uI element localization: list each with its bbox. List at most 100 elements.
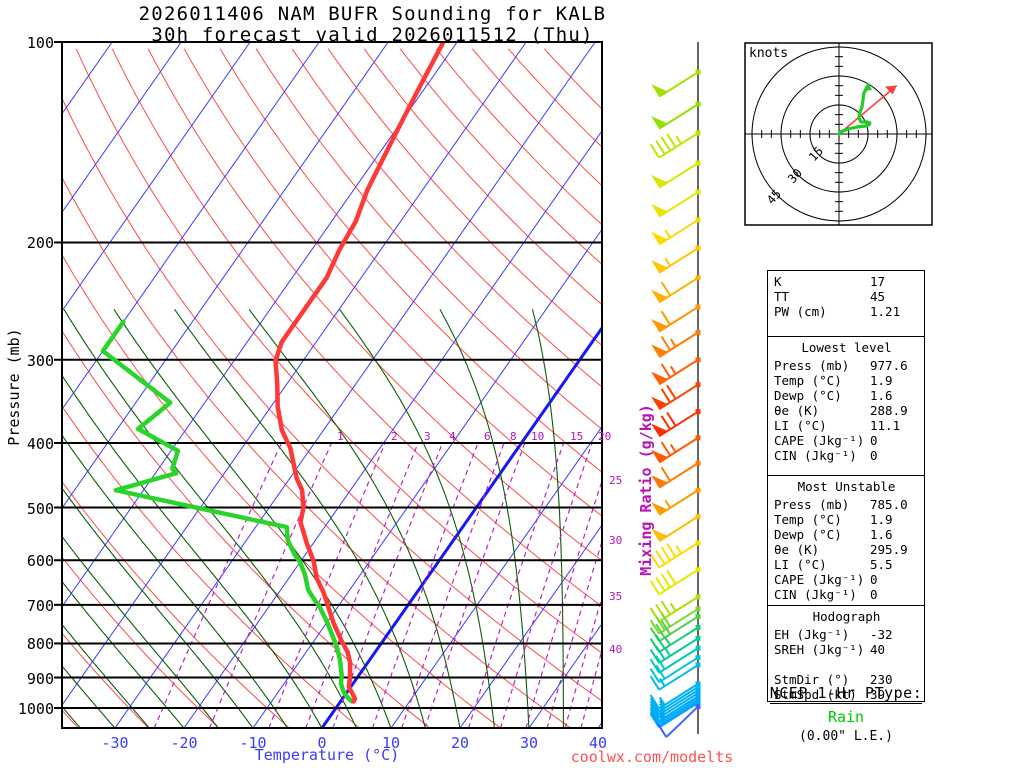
indices-row: θe (K) 288.9 [774, 403, 919, 418]
indices-row-value: 288.9 [870, 403, 908, 418]
indices-row: CAPE (Jkg⁻¹) 0 [774, 572, 919, 587]
indices-row-value: 1.9 [870, 373, 893, 388]
indices-row: Press (mb) 977.6 [774, 358, 919, 373]
indices-row-value: 0 [870, 572, 878, 587]
indices-row-label: K [774, 274, 782, 289]
indices-row-value: 230 [870, 672, 893, 687]
plot-border [61, 41, 603, 729]
mixing-ratio-right-tick-label: 25 [609, 474, 623, 487]
wind-barb-column [649, 42, 701, 738]
indices-row: SREH (Jkg⁻¹) 40 [774, 642, 919, 657]
temperature-tick-label: 10 [381, 734, 401, 752]
indices-row: θe (K) 295.9 [774, 542, 919, 557]
indices-row-value: 1.6 [870, 527, 893, 542]
storm-motion-vector [838, 84, 898, 135]
hodograph-trace [837, 86, 872, 136]
hodograph-units-label: knots [749, 46, 789, 61]
mixing-ratio-tick-label: 10 [531, 430, 545, 443]
indices-row: LI (°C) 5.5 [774, 557, 919, 572]
indices-row: LI (°C) 11.1 [774, 418, 919, 433]
indices-row-label: Temp (°C) [774, 512, 842, 527]
wind-barb [651, 160, 701, 189]
wind-barb [651, 245, 701, 274]
wind-barb [651, 435, 701, 464]
wind-barb [649, 662, 701, 691]
wind-barb [651, 329, 701, 358]
hodograph-trace-arrowhead [863, 81, 873, 91]
wind-barb [649, 635, 701, 664]
mixing-ratio-tick-label: 8 [510, 430, 517, 443]
temperature-axis-label: Temperature (°C) [254, 746, 400, 764]
mixing-ratio-right-tick-label: 30 [609, 534, 623, 547]
temperature-tick-label: 30 [519, 734, 539, 752]
mixing-ratio-tick-label: 20 [598, 430, 612, 443]
indices-row-label: Press (mb) [774, 358, 850, 373]
indices-row-value: 977.6 [870, 358, 908, 373]
indices-row-value: 1.9 [870, 512, 893, 527]
indices-section: K 17 TT 45 PW (cm) 1.21 [768, 271, 924, 336]
indices-row-label: Press (mb) [774, 497, 850, 512]
wind-barb [649, 681, 701, 710]
temperature-tick-label: 0 [317, 734, 327, 752]
pressure-tick-label: 200 [26, 234, 54, 252]
temperature-tick-label: 20 [450, 734, 470, 752]
indices-row-value: 5.5 [870, 557, 893, 572]
indices-row-label: StmDir (°) [774, 672, 850, 687]
mixing-ratio-axis-label: Mixing Ratio (g/kg) [637, 404, 655, 576]
indices-row-label: LI (°C) [774, 557, 827, 572]
mixing-ratio-right-tick-label: 35 [609, 590, 623, 603]
indices-row-value: 0 [870, 433, 878, 448]
indices-row: PW (cm) 1.21 [774, 304, 919, 319]
wind-barb [649, 655, 701, 684]
wind-barb [649, 567, 701, 596]
wind-barb [649, 606, 701, 635]
indices-section: Hodograph EH (Jkg⁻¹) -32 SREH (Jkg⁻¹) 40 StmD… [768, 605, 924, 702]
wind-barb [649, 540, 701, 569]
isotherms [62, 42, 602, 728]
indices-row-label: CIN (Jkg⁻¹) [774, 448, 857, 463]
indices-row: EH (Jkg⁻¹) -32 [774, 627, 919, 642]
indices-row-label: θe (K) [774, 542, 820, 557]
indices-row: K 17 [774, 274, 919, 289]
indices-row-label: StmSpd (kt) [774, 687, 857, 702]
indices-row-label: Dewp (°C) [774, 527, 842, 542]
indices-row: CAPE (Jkg⁻¹) 0 [774, 433, 919, 448]
indices-section: Most Unstable Press (mb) 785.0 Temp (°C) 1.9… [768, 475, 924, 605]
chart-title-line1: 2026011406 NAM BUFR Sounding for KALB [138, 3, 607, 25]
pressure-tick-label: 600 [26, 552, 54, 570]
moist-adiabats [62, 308, 564, 728]
pressure-tick-label: 800 [26, 635, 54, 653]
temperature-tick-label: 40 [588, 734, 608, 752]
mixing-ratio-tick-label: 6 [484, 430, 491, 443]
mixing-ratio-tick-label: 3 [424, 430, 431, 443]
chart-title-line2: 30h forecast valid 2026011512 (Thu) [151, 24, 594, 46]
wind-barb [651, 409, 701, 438]
indices-row-label: PW (cm) [774, 304, 827, 319]
indices-row: TT 45 [774, 289, 919, 304]
pressure-tick-label: 400 [26, 435, 54, 453]
indices-row-value: 1.21 [870, 304, 901, 319]
indices-row: Temp (°C) 1.9 [774, 373, 919, 388]
watermark-credit: coolwx.com/modelts [570, 748, 734, 766]
wind-barb [649, 684, 701, 713]
indices-row-label: θe (K) [774, 403, 820, 418]
pressure-tick-label: 500 [26, 500, 54, 518]
mixing-ratio-tick-label: 4 [449, 430, 456, 443]
ptype-liquid-equivalent: (0.00" L.E.) [799, 729, 893, 744]
indices-row: CIN (Jkg⁻¹) 0 [774, 448, 919, 463]
temperature-tick-label: -10 [239, 734, 267, 752]
indices-row-value: 45 [870, 289, 886, 304]
wind-barb [651, 304, 701, 333]
indices-row: StmDir (°) 230 [774, 672, 919, 687]
indices-row-value: 0 [870, 448, 878, 463]
indices-row: Temp (°C) 1.9 [774, 512, 919, 527]
pressure-tick-label: 900 [26, 670, 54, 688]
wind-barb [651, 275, 701, 304]
temperature-trace [273, 42, 446, 704]
mixing-ratio-right-tick-label: 40 [609, 643, 623, 656]
indices-row: Press (mb) 785.0 [774, 497, 919, 512]
indices-row-value: 39 [870, 687, 886, 702]
indices-section-title: Lowest level [801, 340, 892, 355]
pressure-tick-label: 300 [26, 352, 54, 370]
